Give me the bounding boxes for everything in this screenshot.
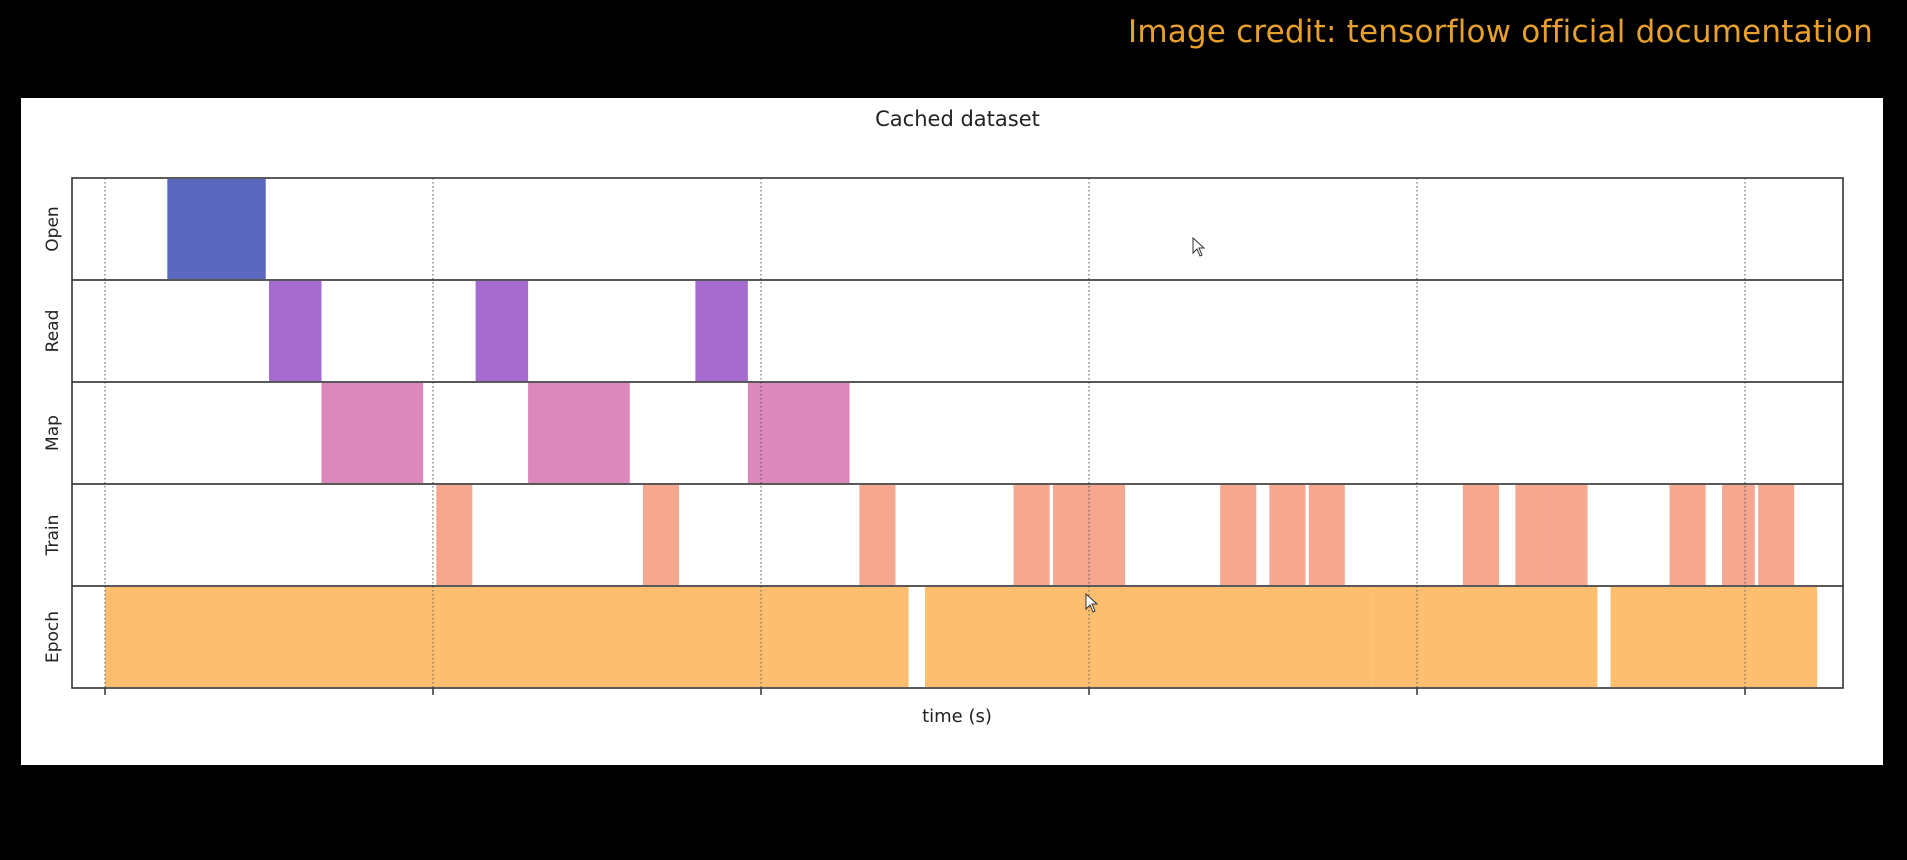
event-bar-train <box>1515 485 1552 585</box>
event-bar-train <box>1308 485 1345 585</box>
event-bar-train <box>1722 485 1755 585</box>
event-bar-train <box>1669 485 1706 585</box>
mouse-cursor-icon <box>1085 593 1099 613</box>
event-bar-train <box>1220 485 1257 585</box>
timeline-chart: Cached dataset Open Read Map Train Epoch time … <box>43 107 1844 727</box>
row-label-epoch: Epoch <box>43 611 63 663</box>
event-bar-train <box>642 485 679 585</box>
event-bar-epoch <box>105 587 909 687</box>
event-bar-train <box>859 485 896 585</box>
event-bar-read <box>475 281 529 381</box>
x-axis-label: time (s) <box>922 706 992 727</box>
event-bar-epoch <box>925 587 1372 687</box>
event-bar-train <box>1462 485 1499 585</box>
event-bar-epoch <box>1371 587 1598 687</box>
event-bar-train <box>1758 485 1795 585</box>
row-label-open: Open <box>43 206 63 251</box>
event-bar-train <box>1269 485 1306 585</box>
image-credit: Image credit: tensorflow official docume… <box>1127 14 1873 50</box>
event-bar-map <box>747 383 850 483</box>
row-label-map: Map <box>43 415 63 451</box>
event-bar-open <box>167 179 266 279</box>
chart-panel: Cached dataset Open Read Map Train Epoch time … <box>21 98 1883 765</box>
event-bar-read <box>269 281 322 381</box>
plot-frame <box>71 177 1844 689</box>
event-bar-train <box>436 485 473 585</box>
mouse-cursor-icon <box>1192 237 1206 257</box>
event-bar-train <box>1089 485 1126 585</box>
event-bar-train <box>1013 485 1050 585</box>
row-label-read: Read <box>43 310 63 353</box>
event-bar-read <box>695 281 748 381</box>
event-bar-train <box>1052 485 1089 585</box>
event-bar-train <box>1551 485 1588 585</box>
chart-title: Cached dataset <box>875 107 1040 131</box>
event-bar-map <box>321 383 424 483</box>
event-bar-map <box>528 383 630 483</box>
row-label-train: Train <box>43 515 63 557</box>
event-bar-epoch <box>1610 587 1818 687</box>
